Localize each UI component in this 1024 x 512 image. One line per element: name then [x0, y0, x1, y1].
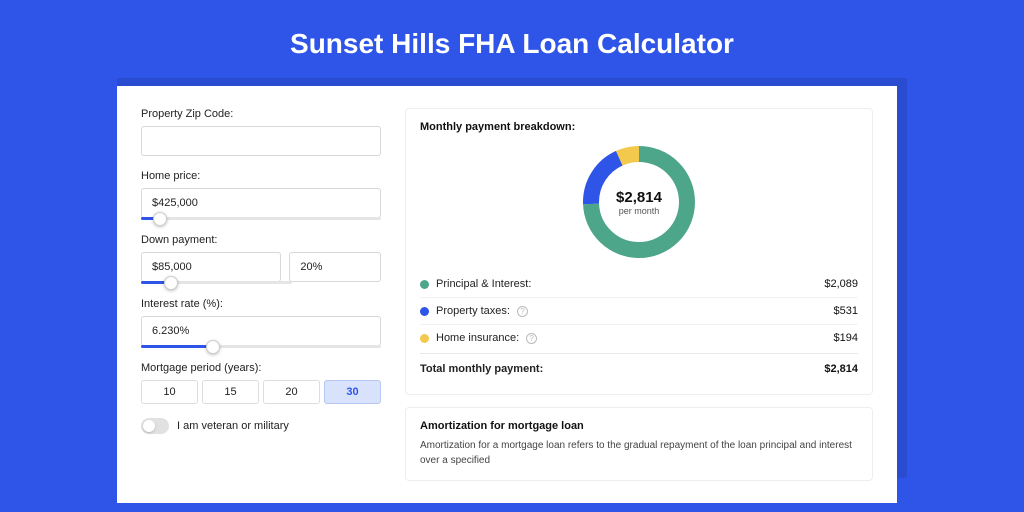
down-payment-group: Down payment:: [141, 234, 381, 284]
amortization-text: Amortization for a mortgage loan refers …: [420, 438, 858, 468]
legend-value: $194: [834, 332, 858, 344]
veteran-toggle[interactable]: [141, 418, 169, 434]
home-price-input[interactable]: [141, 188, 381, 218]
breakdown-title: Monthly payment breakdown:: [420, 121, 858, 133]
info-icon[interactable]: ?: [526, 333, 537, 344]
interest-rate-slider[interactable]: [141, 345, 381, 348]
donut-sub: per month: [619, 206, 660, 216]
mortgage-period-option[interactable]: 15: [202, 380, 259, 404]
home-price-group: Home price:: [141, 170, 381, 220]
home-price-slider[interactable]: [141, 217, 381, 220]
zip-label: Property Zip Code:: [141, 108, 381, 120]
legend-dot-icon: [420, 307, 429, 316]
mortgage-period-options: 10152030: [141, 380, 381, 404]
page-title: Sunset Hills FHA Loan Calculator: [0, 0, 1024, 78]
legend-label: Principal & Interest:: [436, 278, 531, 290]
amortization-panel: Amortization for mortgage loan Amortizat…: [405, 407, 873, 481]
down-payment-percent-input[interactable]: [289, 252, 381, 282]
calculator-card: Property Zip Code: Home price: Down paym…: [117, 86, 897, 503]
down-payment-slider[interactable]: [141, 281, 292, 284]
legend-row: Home insurance:? $194: [420, 324, 858, 351]
legend-dot-icon: [420, 280, 429, 289]
interest-rate-input[interactable]: [141, 316, 381, 346]
down-payment-amount-input[interactable]: [141, 252, 281, 282]
home-price-label: Home price:: [141, 170, 381, 182]
veteran-toggle-label: I am veteran or military: [177, 420, 289, 432]
legend-row: Principal & Interest: $2,089: [420, 271, 858, 297]
donut-amount: $2,814: [616, 189, 662, 206]
veteran-toggle-row: I am veteran or military: [141, 418, 381, 434]
info-icon[interactable]: ?: [517, 306, 528, 317]
mortgage-period-option[interactable]: 30: [324, 380, 381, 404]
total-label: Total monthly payment:: [420, 363, 543, 375]
mortgage-period-option[interactable]: 20: [263, 380, 320, 404]
mortgage-period-group: Mortgage period (years): 10152030: [141, 362, 381, 404]
form-column: Property Zip Code: Home price: Down paym…: [141, 108, 381, 481]
results-column: Monthly payment breakdown: $2,814 per mo…: [405, 108, 873, 481]
donut-wrap: $2,814 per month: [420, 139, 858, 271]
card-shadow: Property Zip Code: Home price: Down paym…: [117, 78, 907, 478]
legend-value: $2,089: [824, 278, 858, 290]
legend: Principal & Interest: $2,089 Property taxe…: [420, 271, 858, 351]
amortization-title: Amortization for mortgage loan: [420, 420, 858, 432]
zip-field-group: Property Zip Code:: [141, 108, 381, 156]
total-row: Total monthly payment: $2,814: [420, 353, 858, 382]
mortgage-period-label: Mortgage period (years):: [141, 362, 381, 374]
donut-center: $2,814 per month: [580, 143, 698, 261]
breakdown-panel: Monthly payment breakdown: $2,814 per mo…: [405, 108, 873, 395]
donut-chart: $2,814 per month: [580, 143, 698, 261]
legend-value: $531: [834, 305, 858, 317]
legend-label: Home insurance:: [436, 332, 519, 344]
legend-label: Property taxes:: [436, 305, 510, 317]
total-value: $2,814: [824, 363, 858, 375]
legend-dot-icon: [420, 334, 429, 343]
legend-row: Property taxes:? $531: [420, 297, 858, 324]
interest-rate-group: Interest rate (%):: [141, 298, 381, 348]
down-payment-label: Down payment:: [141, 234, 381, 246]
zip-input[interactable]: [141, 126, 381, 156]
interest-rate-label: Interest rate (%):: [141, 298, 381, 310]
mortgage-period-option[interactable]: 10: [141, 380, 198, 404]
